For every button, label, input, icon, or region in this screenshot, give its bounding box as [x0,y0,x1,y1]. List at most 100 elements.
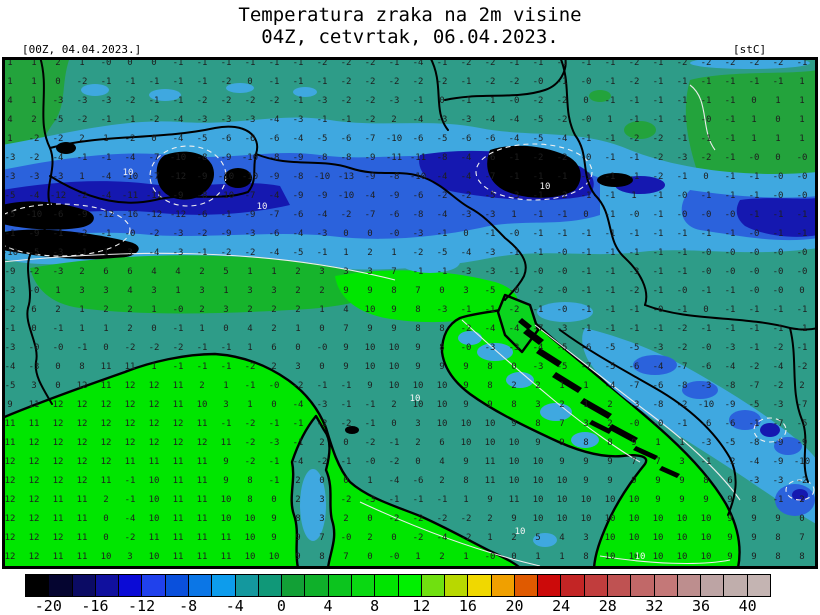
svg-text:-2: -2 [341,58,352,68]
svg-text:-1: -1 [773,495,784,505]
svg-text:-1: -1 [677,248,688,258]
svg-text:-4: -4 [509,115,520,125]
svg-text:10: 10 [437,419,448,429]
svg-text:1: 1 [535,552,540,562]
svg-text:0: 0 [775,153,780,163]
svg-text:-3: -3 [749,476,760,486]
svg-text:11: 11 [197,476,208,486]
svg-text:-1: -1 [53,229,64,239]
svg-text:8: 8 [439,324,444,334]
svg-text:9: 9 [751,514,756,524]
svg-text:-2: -2 [365,77,376,87]
svg-text:-9: -9 [365,153,376,163]
svg-text:9: 9 [271,514,276,524]
svg-text:-2: -2 [149,229,160,239]
svg-text:0: 0 [775,115,780,125]
svg-text:-2: -2 [125,96,136,106]
svg-text:10: 10 [581,514,592,524]
svg-text:1: 1 [463,495,468,505]
unit-label: [stC] [733,43,767,56]
svg-text:10: 10 [245,552,256,562]
svg-text:1: 1 [391,248,396,258]
svg-text:10: 10 [365,343,376,353]
svg-text:-3: -3 [485,210,496,220]
svg-text:-1: -1 [629,305,640,315]
svg-text:-0: -0 [773,172,784,182]
svg-text:-0: -0 [125,229,136,239]
svg-text:-3: -3 [413,229,424,239]
svg-text:-1: -1 [749,343,760,353]
svg-text:12: 12 [53,400,64,410]
svg-text:-8: -8 [269,153,280,163]
svg-text:11: 11 [125,362,136,372]
svg-text:-4: -4 [437,210,448,220]
svg-text:-1: -1 [125,115,136,125]
svg-text:-1: -1 [389,438,400,448]
svg-text:3: 3 [127,248,132,258]
svg-text:1: 1 [487,533,492,543]
svg-text:-1: -1 [365,419,376,429]
terrain-fill-layer [2,57,818,569]
svg-text:-8: -8 [725,381,736,391]
svg-text:8: 8 [295,514,300,524]
svg-text:3: 3 [319,267,324,277]
svg-text:-1: -1 [677,134,688,144]
temperature-map-canvas: 1 1 2 1 -0 0 0 -1 -1 -1 -1 -1 -1 -2 -2 -2 -1 -4 -1 -2 -2 -1 -1… [2,57,818,569]
svg-text:4: 4 [439,457,444,467]
svg-text:-4: -4 [29,191,40,201]
svg-text:12: 12 [101,419,112,429]
svg-text:9: 9 [655,495,660,505]
svg-text:-2: -2 [485,77,496,87]
svg-text:2: 2 [343,514,348,524]
svg-text:-3: -3 [653,343,664,353]
svg-text:-9: -9 [197,172,208,182]
svg-text:-1: -1 [605,324,616,334]
svg-text:8: 8 [319,552,324,562]
svg-text:-3: -3 [461,267,472,277]
colorbar-cell [467,574,492,597]
colorbar-tick: 16 [458,597,477,615]
svg-text:-9: -9 [365,172,376,182]
svg-text:4: 4 [247,324,252,334]
svg-text:-2: -2 [245,419,256,429]
svg-text:-3: -3 [5,343,16,353]
svg-text:-1: -1 [725,153,736,163]
svg-text:-1: -1 [77,248,88,258]
svg-text:-1: -1 [677,229,688,239]
svg-text:9: 9 [751,552,756,562]
svg-text:-1: -1 [677,267,688,277]
svg-text:10: 10 [701,533,712,543]
svg-text:10: 10 [245,533,256,543]
svg-text:2: 2 [271,305,276,315]
svg-text:-2: -2 [341,96,352,106]
colorbar-cell [700,574,725,597]
svg-text:-1: -1 [221,419,232,429]
svg-text:1: 1 [79,324,84,334]
svg-text:-1: -1 [653,229,664,239]
svg-text:1: 1 [103,248,108,258]
svg-text:12: 12 [125,400,136,410]
colorbar-cell [513,574,539,597]
svg-text:12: 12 [101,400,112,410]
svg-text:-1: -1 [653,96,664,106]
svg-text:-1: -1 [101,115,112,125]
svg-text:9: 9 [367,286,372,296]
country-borders [26,57,818,516]
svg-text:9: 9 [703,495,708,505]
svg-text:-1: -1 [437,229,448,239]
svg-text:-7: -7 [269,210,280,220]
svg-text:-2: -2 [701,153,712,163]
svg-text:1: 1 [7,58,12,68]
svg-text:-1: -1 [701,191,712,201]
svg-text:0: 0 [295,343,300,353]
colorbar-cell [141,574,166,597]
svg-text:3: 3 [583,419,588,429]
svg-text:10: 10 [197,400,208,410]
svg-text:10: 10 [149,552,160,562]
svg-text:-0: -0 [581,153,592,163]
svg-text:12: 12 [125,438,136,448]
colorbar-tick: 8 [370,597,380,615]
svg-text:-0: -0 [581,77,592,87]
svg-text:0: 0 [343,229,348,239]
svg-text:-8: -8 [197,153,208,163]
